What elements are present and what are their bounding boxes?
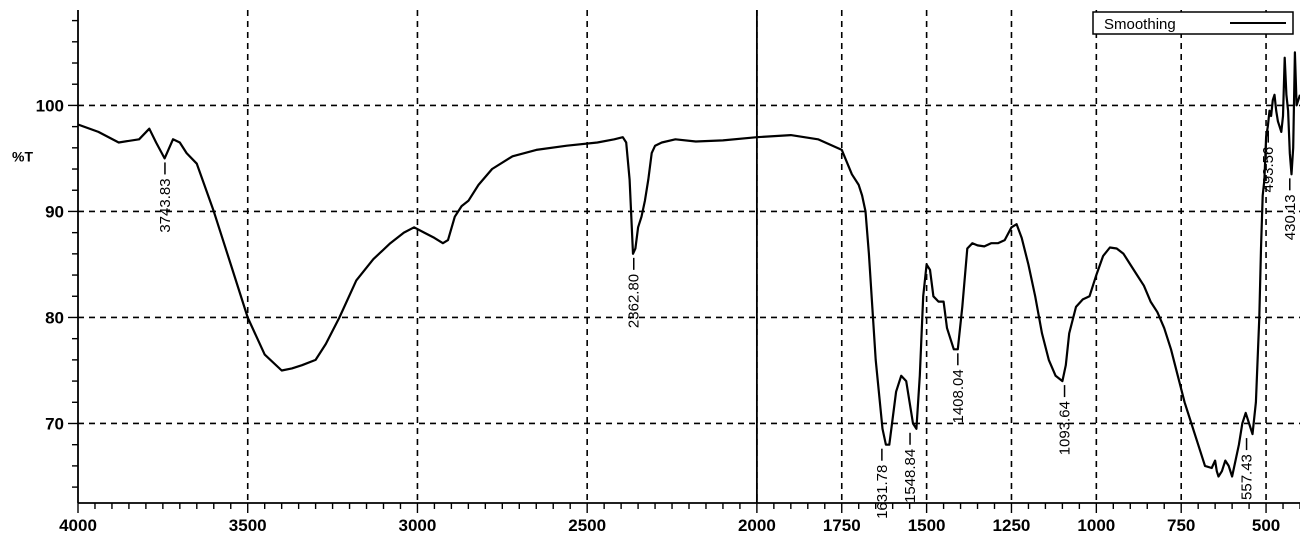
- peak-label: 1093.64: [1057, 385, 1074, 455]
- peak-value-label: 1548.84: [902, 449, 919, 503]
- x-tick-label: 750: [1167, 516, 1195, 535]
- peak-value-label: 3743.83: [157, 178, 174, 232]
- peak-label: 557.43: [1239, 438, 1256, 500]
- legend: Smoothing: [1092, 11, 1294, 35]
- peak-value-label: 493.56: [1260, 147, 1277, 193]
- peak-label: 2362.80: [626, 257, 643, 328]
- peak-label: 1631.78: [874, 448, 891, 519]
- x-tick-label: 1000: [1077, 516, 1115, 535]
- peak-value-label: 1631.78: [874, 465, 891, 519]
- legend-entry-label: Smoothing: [1104, 16, 1176, 33]
- x-tick-label: 1250: [993, 516, 1031, 535]
- peak-value-label: 1408.04: [950, 369, 967, 423]
- x-tick-label: 2000: [738, 516, 776, 535]
- peak-value-label: 1093.64: [1057, 401, 1074, 455]
- x-tick-label: 3000: [399, 516, 437, 535]
- x-tick-label: 2500: [568, 516, 606, 535]
- y-tick-label: 70: [45, 414, 64, 433]
- grid-lines: [78, 10, 1300, 503]
- y-tick-label: 100: [36, 96, 64, 115]
- y-axis-label: %T: [12, 148, 33, 164]
- y-tick-label: 90: [45, 202, 64, 221]
- axes: 4000 3500 3000 2500 2000 1750 1500 1250 1000 750 5…: [12, 10, 1300, 535]
- peak-value-label: 557.43: [1239, 454, 1256, 500]
- x-tick-label: 4000: [59, 516, 97, 535]
- legend-box: [1092, 11, 1294, 35]
- x-tick-label: 3500: [229, 516, 267, 535]
- series-layer: [77, 51, 1300, 478]
- peak-label: 430.13: [1282, 178, 1299, 240]
- x-tick-label: 1500: [908, 516, 946, 535]
- peak-label: 3743.83: [157, 162, 174, 233]
- x-tick-label: 1750: [823, 516, 861, 535]
- x-tick-label: 500: [1252, 516, 1280, 535]
- peak-labels: 3743.83 2362.80 1631.78 1548.84 1408.04 1093.…: [157, 130, 1299, 519]
- peak-value-label: 2362.80: [626, 274, 643, 328]
- peak-value-label: 430.13: [1282, 194, 1299, 240]
- peak-label: 493.56: [1260, 130, 1277, 193]
- peak-label: 1548.84: [902, 432, 919, 503]
- y-tick-label: 80: [45, 308, 64, 327]
- series-line: [77, 51, 1300, 478]
- peak-label: 1408.04: [950, 353, 967, 424]
